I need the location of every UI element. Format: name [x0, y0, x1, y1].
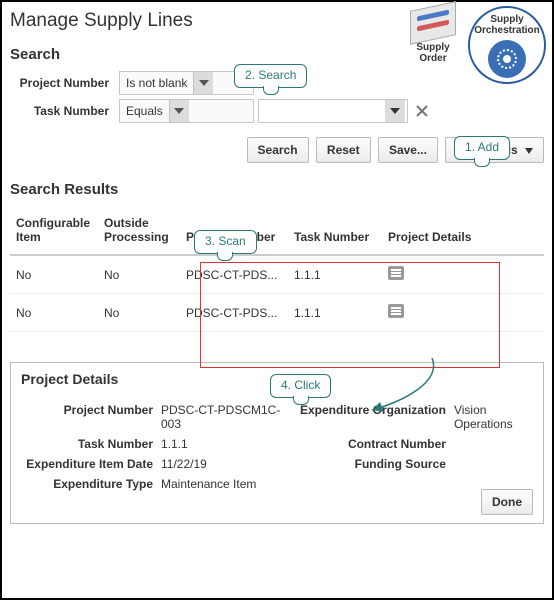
supply-orchestration-label: Supply Orchestration: [470, 14, 544, 36]
detail-project-number-value: PDSC-CT-PDSCM1C-003: [161, 403, 284, 431]
detail-exp-date-label: Expenditure Item Date: [21, 457, 161, 471]
supply-order-badge: Supply Order: [404, 6, 462, 64]
detail-funding-label: Funding Source: [294, 457, 454, 471]
detail-exp-type-label: Expenditure Type: [21, 477, 161, 491]
task-number-label: Task Number: [10, 104, 115, 118]
detail-project-number-label: Project Number: [21, 403, 161, 431]
detail-exp-org-value: Vision Operations: [454, 403, 533, 431]
detail-task-number-value: 1.1.1: [161, 437, 284, 451]
callout-scan: 3. Scan: [194, 230, 257, 254]
detail-contract-label: Contract Number: [294, 437, 454, 451]
cell-outside-processing: No: [98, 255, 180, 294]
clear-task-number-icon[interactable]: [416, 105, 428, 117]
callout-add: 1. Add: [454, 136, 510, 160]
done-button[interactable]: Done: [481, 489, 533, 515]
task-number-value-input[interactable]: [258, 99, 408, 123]
detail-contract-value: [454, 437, 533, 451]
save-button[interactable]: Save...: [378, 137, 438, 163]
cell-configurable-item: No: [10, 294, 98, 332]
project-number-operator-value: Is not blank: [126, 76, 187, 90]
results-heading: Search Results: [10, 181, 544, 198]
callout-click: 4. Click: [270, 374, 331, 398]
task-number-operator-value: Equals: [126, 104, 163, 118]
scan-highlight-frame: [200, 262, 500, 368]
col-configurable-item: Configurable Item: [10, 208, 98, 255]
detail-exp-type-value: Maintenance Item: [161, 477, 284, 491]
reset-button[interactable]: Reset: [316, 137, 371, 163]
cell-configurable-item: No: [10, 255, 98, 294]
supply-order-icon: [410, 1, 456, 45]
orchestration-icon: [488, 40, 526, 78]
search-button[interactable]: Search: [247, 137, 309, 163]
dropdown-icon: [385, 100, 405, 122]
col-outside-processing: Outside Processing: [98, 208, 180, 255]
chevron-down-icon: [193, 72, 213, 94]
triangle-down-icon: [525, 143, 533, 157]
supply-orchestration-badge: Supply Orchestration: [468, 6, 546, 84]
callout-search: 2. Search: [234, 64, 307, 88]
detail-task-number-label: Task Number: [21, 437, 161, 451]
project-number-label: Project Number: [10, 76, 115, 90]
detail-exp-date-value: 11/22/19: [161, 457, 284, 471]
col-task-number: Task Number: [288, 208, 382, 255]
cell-outside-processing: No: [98, 294, 180, 332]
supply-order-label: Supply Order: [404, 42, 462, 64]
detail-funding-value: [454, 457, 533, 471]
chevron-down-icon: [169, 100, 189, 122]
task-number-operator[interactable]: Equals: [119, 99, 254, 123]
col-project-details: Project Details: [382, 208, 544, 255]
detail-exp-org-label: Expenditure Organization: [294, 403, 454, 431]
